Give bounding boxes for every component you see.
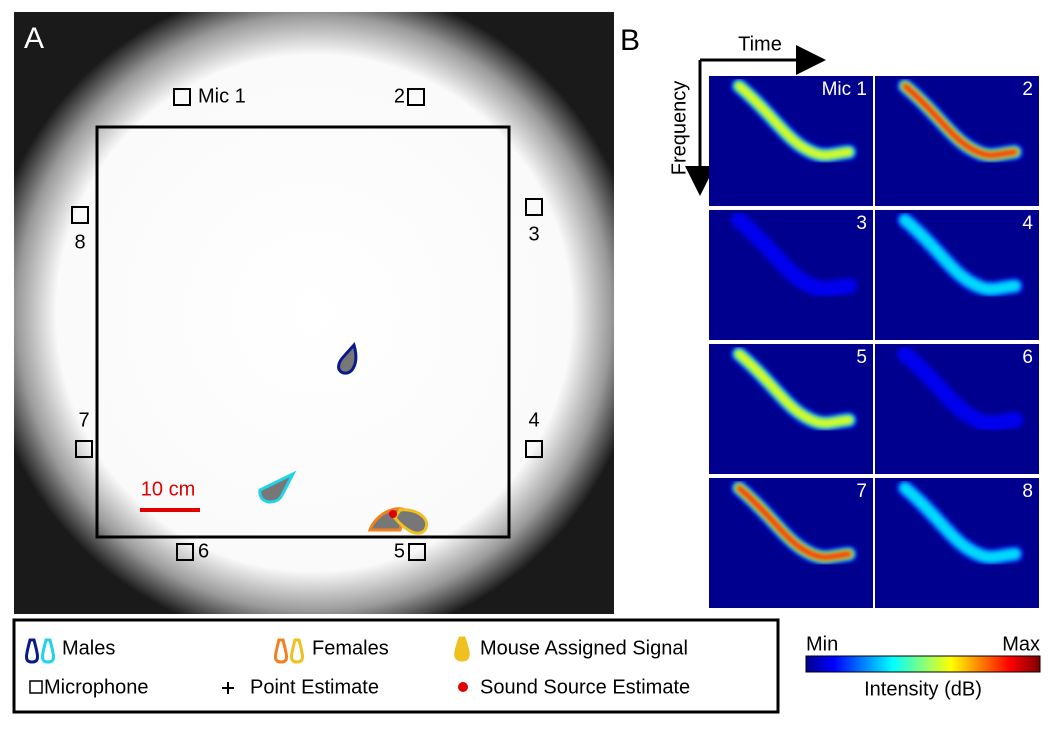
female-mouse	[393, 508, 429, 535]
spectrogram-trace	[734, 349, 854, 428]
arena-outline	[95, 125, 511, 539]
spectrogram-trace	[731, 212, 857, 298]
mic-label: 8	[74, 231, 85, 253]
mic-label: 6	[198, 540, 209, 562]
panel-label: B	[620, 24, 640, 57]
spectrogram-trace	[734, 81, 854, 160]
colorbar-label: Intensity (dB)	[864, 678, 982, 700]
legend-icon	[458, 682, 468, 692]
legend-box	[12, 618, 780, 714]
colorbar-label: Max	[1002, 633, 1040, 655]
microphone	[75, 440, 93, 458]
legend-text: Microphone	[44, 676, 149, 698]
spectrogram-label: 2	[1022, 79, 1033, 100]
legend-icon	[29, 680, 43, 694]
spectrogram-label: 8	[1022, 481, 1033, 502]
spectrogram-trace	[898, 213, 1022, 296]
mic-label: 4	[528, 409, 539, 431]
microphone	[525, 198, 543, 216]
legend-text: Point Estimate	[250, 676, 379, 698]
legend-text: Mouse Assigned Signal	[480, 637, 688, 659]
spectrogram-label: 3	[856, 213, 867, 234]
arena-photo	[14, 12, 614, 614]
legend-icon	[41, 638, 55, 664]
mic-label: 7	[78, 409, 89, 431]
spectrogram: 7	[709, 478, 873, 608]
spectrogram-label: 6	[1022, 347, 1033, 368]
legend-text: Males	[62, 637, 115, 659]
microphone	[407, 88, 425, 106]
mic-label: 3	[528, 223, 539, 245]
mic-label: Mic 1	[198, 85, 246, 107]
spectrogram-trace	[898, 481, 1022, 564]
male-mouse	[337, 341, 358, 375]
colorbar-label: Min	[806, 633, 838, 655]
spectrogram: 4	[875, 210, 1039, 340]
colorbar	[805, 655, 1041, 673]
spectrogram-label: 4	[1022, 213, 1033, 234]
scale-label: 10 cm	[141, 478, 195, 500]
legend-icon	[222, 682, 234, 694]
spectrogram: 5	[709, 344, 873, 474]
spectrogram: 3	[709, 210, 873, 340]
microphone	[176, 543, 194, 561]
spectrogram: 2	[875, 76, 1039, 206]
source-estimate	[389, 510, 397, 518]
legend-text: Females	[312, 637, 389, 659]
spectrogram-trace	[902, 83, 1018, 158]
mic-label: 2	[394, 85, 405, 107]
microphone	[408, 543, 426, 561]
spectrogram-label: Mic 1	[822, 79, 867, 100]
legend-icon	[290, 638, 304, 664]
microphone	[525, 440, 543, 458]
microphone	[71, 206, 89, 224]
spectrogram-trace	[897, 346, 1023, 432]
microphone	[173, 88, 191, 106]
spectrogram-label: 7	[856, 481, 867, 502]
legend-icon	[274, 638, 288, 664]
legend-icon	[454, 636, 470, 662]
mic-label: 5	[394, 540, 405, 562]
spectrogram: 8	[875, 478, 1039, 608]
legend-icon	[25, 638, 39, 664]
spectrogram: Mic 1	[709, 76, 873, 206]
spectrogram-trace	[736, 485, 852, 560]
panel-label: A	[24, 22, 44, 55]
axis-label: Frequency	[668, 81, 690, 176]
axis-label: Time	[738, 33, 782, 55]
spectrogram: 6	[875, 344, 1039, 474]
male-mouse	[258, 470, 297, 504]
spectrogram-label: 5	[856, 347, 867, 368]
legend-text: Sound Source Estimate	[480, 676, 690, 698]
